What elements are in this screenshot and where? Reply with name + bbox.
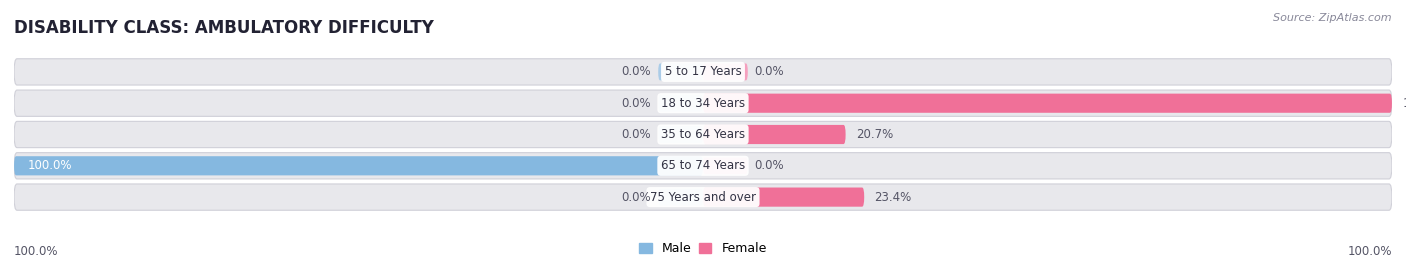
FancyBboxPatch shape: [14, 59, 1392, 85]
FancyBboxPatch shape: [658, 189, 703, 206]
FancyBboxPatch shape: [14, 184, 1392, 210]
FancyBboxPatch shape: [658, 95, 703, 112]
FancyBboxPatch shape: [703, 187, 865, 207]
Text: 20.7%: 20.7%: [856, 128, 893, 141]
Text: Source: ZipAtlas.com: Source: ZipAtlas.com: [1274, 13, 1392, 23]
Text: 0.0%: 0.0%: [621, 97, 651, 110]
Text: DISABILITY CLASS: AMBULATORY DIFFICULTY: DISABILITY CLASS: AMBULATORY DIFFICULTY: [14, 19, 434, 37]
FancyBboxPatch shape: [703, 63, 748, 80]
FancyBboxPatch shape: [14, 156, 703, 175]
Text: 75 Years and over: 75 Years and over: [650, 191, 756, 204]
FancyBboxPatch shape: [703, 94, 1392, 113]
Text: 5 to 17 Years: 5 to 17 Years: [665, 65, 741, 78]
Text: 65 to 74 Years: 65 to 74 Years: [661, 159, 745, 172]
Text: 18 to 34 Years: 18 to 34 Years: [661, 97, 745, 110]
Text: 0.0%: 0.0%: [621, 191, 651, 204]
FancyBboxPatch shape: [658, 63, 703, 80]
FancyBboxPatch shape: [14, 121, 1392, 148]
Text: 0.0%: 0.0%: [755, 159, 785, 172]
Legend: Male, Female: Male, Female: [634, 237, 772, 260]
Text: 35 to 64 Years: 35 to 64 Years: [661, 128, 745, 141]
Text: 0.0%: 0.0%: [755, 65, 785, 78]
FancyBboxPatch shape: [14, 153, 1392, 179]
Text: 100.0%: 100.0%: [1347, 245, 1392, 258]
FancyBboxPatch shape: [658, 126, 703, 143]
Text: 100.0%: 100.0%: [1402, 97, 1406, 110]
FancyBboxPatch shape: [703, 157, 748, 174]
FancyBboxPatch shape: [14, 90, 1392, 116]
Text: 100.0%: 100.0%: [14, 245, 59, 258]
Text: 23.4%: 23.4%: [875, 191, 912, 204]
Text: 0.0%: 0.0%: [621, 65, 651, 78]
FancyBboxPatch shape: [703, 125, 845, 144]
Text: 0.0%: 0.0%: [621, 128, 651, 141]
Text: 100.0%: 100.0%: [28, 159, 72, 172]
